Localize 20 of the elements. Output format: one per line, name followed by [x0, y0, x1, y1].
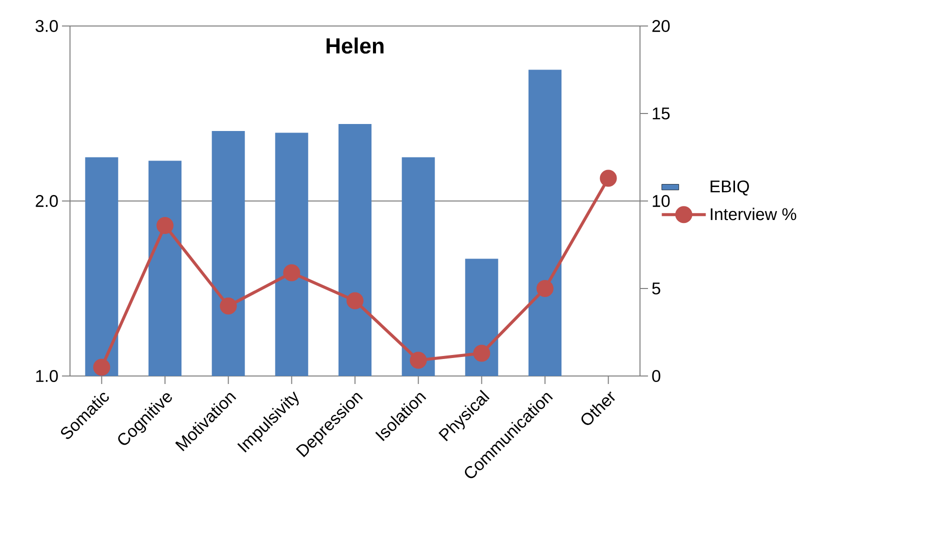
- point: [283, 264, 300, 282]
- point: [536, 280, 554, 297]
- y2-tick-label: 20: [652, 20, 670, 32]
- point: [93, 358, 110, 376]
- point: [220, 297, 237, 314]
- point: [473, 344, 490, 362]
- legend-label: Interview %: [710, 208, 796, 220]
- chart-title: Helen: [326, 38, 384, 54]
- point: [600, 170, 617, 187]
- y2-tick-label: 10: [652, 195, 670, 207]
- point: [410, 352, 427, 369]
- point: [156, 216, 174, 234]
- y-tick-label: 1.0: [36, 370, 58, 382]
- y-tick-label: 2.0: [36, 195, 58, 207]
- y2-tick-label: 5: [652, 282, 660, 294]
- y-tick-label: 3.0: [36, 20, 58, 32]
- y2-tick-label: 0: [652, 370, 660, 382]
- legend-label: EBIQ: [710, 180, 749, 196]
- point: [346, 292, 364, 310]
- y2-tick-label: 15: [652, 108, 670, 120]
